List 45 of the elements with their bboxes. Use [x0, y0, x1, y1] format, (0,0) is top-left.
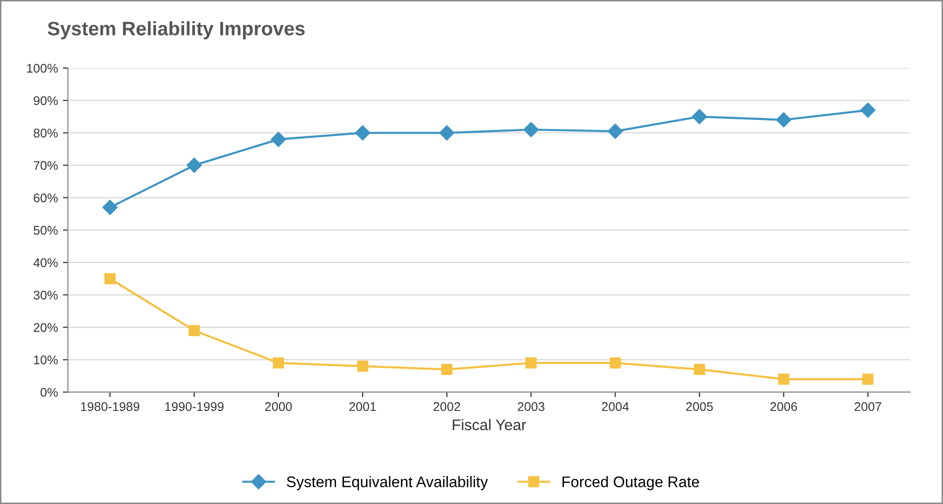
point — [608, 124, 623, 139]
point — [104, 273, 116, 284]
y-tick-label: 10% — [34, 356, 58, 364]
x-tick-label: 2004 — [602, 402, 629, 412]
x-tick-label: 1990-1999 — [165, 402, 224, 412]
y-tick-label: 0% — [40, 388, 58, 397]
point — [778, 374, 790, 385]
point — [692, 109, 708, 124]
x-tick-label: 2001 — [349, 402, 376, 412]
y-tick-label: 40% — [33, 258, 58, 268]
point — [523, 122, 539, 138]
y-tick-label: 90% — [34, 96, 58, 106]
y-tick-label: 20% — [34, 323, 58, 332]
legend-label: System Equivalent Availability — [286, 476, 488, 490]
point — [357, 360, 368, 372]
x-axis-title: Fiscal Year — [452, 419, 526, 430]
point — [525, 357, 537, 368]
x-tick-label: 2005 — [686, 402, 713, 412]
legend-label: Forced Outage Rate — [562, 476, 700, 490]
point — [694, 364, 706, 375]
y-tick-label: 60% — [34, 193, 58, 202]
x-tick-label: 2000 — [265, 402, 292, 412]
y-tick-label: 100% — [27, 64, 58, 73]
point — [270, 132, 286, 147]
point — [862, 374, 874, 385]
point — [439, 125, 454, 140]
x-tick-label: 2003 — [518, 402, 544, 412]
point — [776, 112, 792, 128]
point — [860, 102, 876, 118]
point — [355, 125, 370, 140]
x-tick-label: 1980-1989 — [81, 402, 140, 412]
point — [272, 357, 284, 368]
x-tick-label: 2006 — [770, 402, 798, 412]
y-tick-label: 70% — [34, 161, 58, 170]
y-tick-label: 50% — [34, 226, 58, 235]
point — [186, 158, 202, 173]
x-tick-label: 2002 — [434, 402, 460, 412]
x-tick-label: 2007 — [854, 402, 882, 412]
point — [610, 357, 621, 368]
y-tick-label: 30% — [34, 290, 58, 300]
point — [188, 324, 200, 336]
point — [441, 364, 452, 375]
chart-title: System Reliability Improves — [48, 21, 305, 40]
point — [102, 200, 118, 215]
y-tick-label: 80% — [34, 128, 58, 138]
